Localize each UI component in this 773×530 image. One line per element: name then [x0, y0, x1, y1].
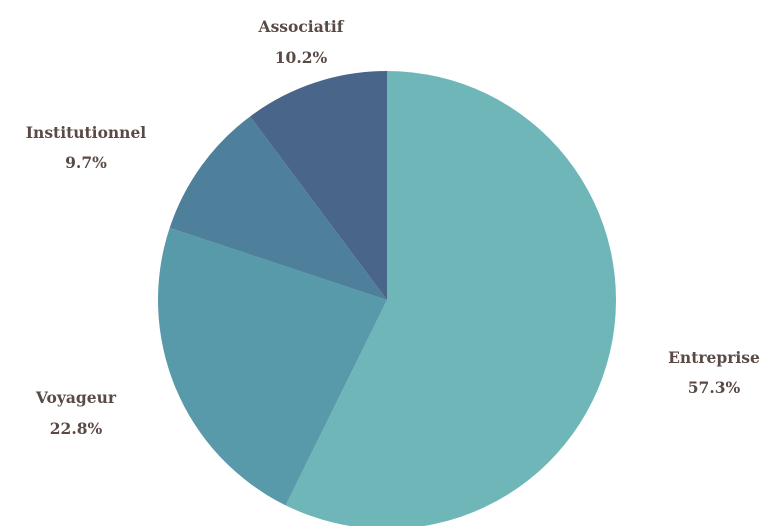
slice-label-associatif: Associatif [258, 17, 345, 36]
slice-value-associatif: 10.2% [275, 48, 328, 67]
pie-slice-associatif [250, 71, 387, 300]
slice-value-entreprise: 57.3% [688, 378, 741, 397]
slice-value-institutionnel: 9.7% [65, 153, 107, 172]
slice-label-voyageur: Voyageur [35, 388, 117, 407]
pie-slice-institutionnel [169, 116, 387, 300]
pie-labels: Entreprise 57.3% Voyageur 22.8% Institutionn… [26, 17, 760, 438]
slice-value-voyageur: 22.8% [50, 419, 103, 438]
slice-label-entreprise: Entreprise [668, 348, 760, 367]
pie-slices [158, 71, 617, 529]
pie-slice-voyageur [158, 227, 387, 506]
slice-label-institutionnel: Institutionnel [26, 123, 147, 142]
pie-slice-entreprise [285, 71, 617, 529]
